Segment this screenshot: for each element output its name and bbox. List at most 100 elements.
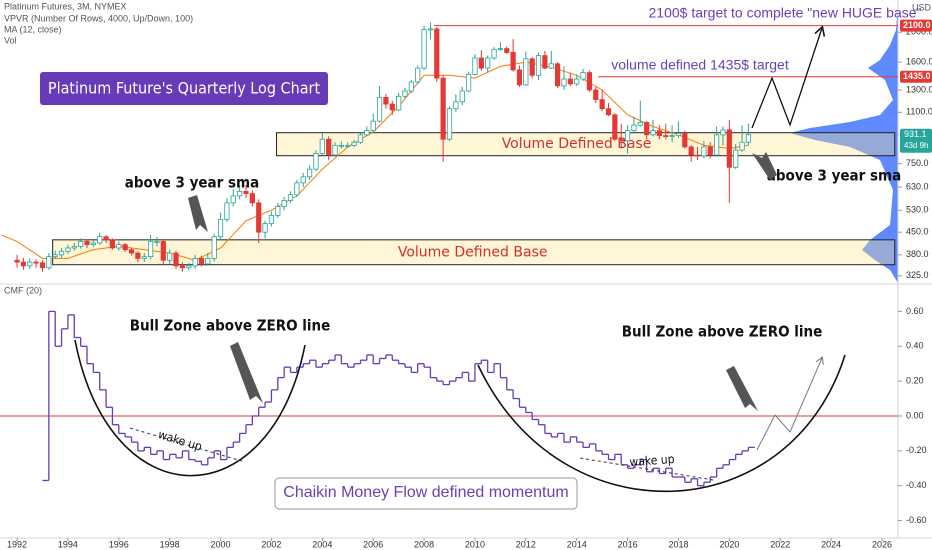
candle-body <box>599 99 605 110</box>
price-badge <box>900 19 932 32</box>
annotation: wake up <box>629 452 675 469</box>
candle-body <box>103 236 109 241</box>
candle-body <box>357 134 364 143</box>
candle-body <box>345 144 351 147</box>
y-tick-label: 0.20 <box>906 376 924 386</box>
candle-body <box>459 90 465 103</box>
candle-body <box>491 48 497 59</box>
candle-body <box>542 55 548 69</box>
candle-body <box>147 241 154 258</box>
candle-body <box>688 146 694 156</box>
candle-body <box>294 182 300 196</box>
candle-body <box>415 67 421 83</box>
candle-body <box>675 133 682 136</box>
caption-box <box>274 477 578 510</box>
candle-body <box>529 58 535 76</box>
candle-body <box>14 259 20 263</box>
candle-body <box>78 241 84 247</box>
candle-body <box>434 28 440 79</box>
x-tick-label: 2004 <box>312 539 332 549</box>
candle-body <box>739 141 745 151</box>
candle-body <box>338 144 344 147</box>
annotation: Bull Zone above ZERO line <box>622 323 823 341</box>
candle-body <box>421 29 427 69</box>
candle-body <box>663 135 669 137</box>
price-badge <box>900 70 932 83</box>
candle-body <box>561 78 567 87</box>
candle-body <box>402 90 408 97</box>
candle-body <box>319 138 325 154</box>
candle-body <box>376 96 383 122</box>
countdown: 43d 9h <box>904 141 928 150</box>
candle-body <box>624 130 631 142</box>
wake-up-line <box>579 457 714 481</box>
candle-body <box>167 252 173 261</box>
candle-body <box>478 57 484 69</box>
pointer-arrow <box>188 195 208 232</box>
candle-body <box>249 193 255 204</box>
price-badge-label: 2100.0 <box>903 20 931 30</box>
y-tick-label: -0.40 <box>906 480 927 490</box>
y-tick-label: 325.0 <box>906 270 929 280</box>
title-box <box>40 72 328 105</box>
candle-body <box>268 214 275 224</box>
x-tick-label: 1998 <box>160 539 180 549</box>
candle-body <box>383 96 389 105</box>
candle-body <box>605 108 612 116</box>
candle-body <box>644 122 650 136</box>
candle-body <box>733 149 739 168</box>
cup-curve <box>477 354 846 493</box>
candle-body <box>580 72 586 80</box>
candle-body <box>612 114 618 140</box>
candle-body <box>472 57 478 75</box>
candle-body <box>389 103 395 111</box>
candle-body <box>574 78 580 85</box>
candle-body <box>485 57 491 69</box>
candle-body <box>548 63 554 69</box>
cmf-step-connector <box>48 311 750 486</box>
x-tick-label: 2002 <box>261 539 281 549</box>
candle-body <box>306 168 313 178</box>
candle-body <box>39 262 46 269</box>
candle-body <box>275 206 281 216</box>
candle-body <box>224 202 230 220</box>
candle-body <box>726 129 732 168</box>
candle-body <box>586 72 593 91</box>
candle-body <box>90 242 96 246</box>
annotation: above 3 year sma <box>767 167 901 185</box>
candle-body <box>370 120 376 131</box>
y-tick-label: 450.0 <box>906 227 929 237</box>
candle-body <box>408 81 414 92</box>
annotation: Chaikin Money Flow defined momentum <box>283 484 568 501</box>
candle-body <box>300 176 306 184</box>
candle-body <box>52 254 58 258</box>
annotation: above 3 year sma <box>125 174 259 192</box>
background-layer <box>790 5 898 283</box>
candle-body <box>160 241 166 261</box>
y-tick-label: -0.60 <box>906 515 927 525</box>
candle-body <box>567 78 573 85</box>
indicator-label: MA (12, close) <box>4 24 62 34</box>
last-price: 931.1 <box>904 129 927 139</box>
y-tick-label: 1100.0 <box>906 107 932 117</box>
last-price-badge <box>900 128 932 153</box>
candle-body <box>313 152 319 170</box>
candle-body <box>332 144 338 156</box>
x-tick-label: 2012 <box>516 539 536 549</box>
candle-body <box>720 129 726 136</box>
candle-body <box>504 48 510 53</box>
x-tick-label: 2006 <box>363 539 383 549</box>
candle-body <box>179 265 185 269</box>
candle-body <box>523 58 529 86</box>
indicator-label: VPVR (Number Of Rows, 4000, Up/Down, 100… <box>4 13 193 23</box>
pointer-arrow <box>726 366 758 411</box>
candle-body <box>135 252 141 259</box>
cmf-projection <box>756 358 822 451</box>
x-tick-label: 1994 <box>58 539 78 549</box>
cup-curve <box>74 339 306 477</box>
currency-label: USD <box>912 2 932 12</box>
candle-body <box>714 134 720 156</box>
y-tick-label: -0.20 <box>906 445 927 455</box>
x-tick-label: 2016 <box>618 539 638 549</box>
